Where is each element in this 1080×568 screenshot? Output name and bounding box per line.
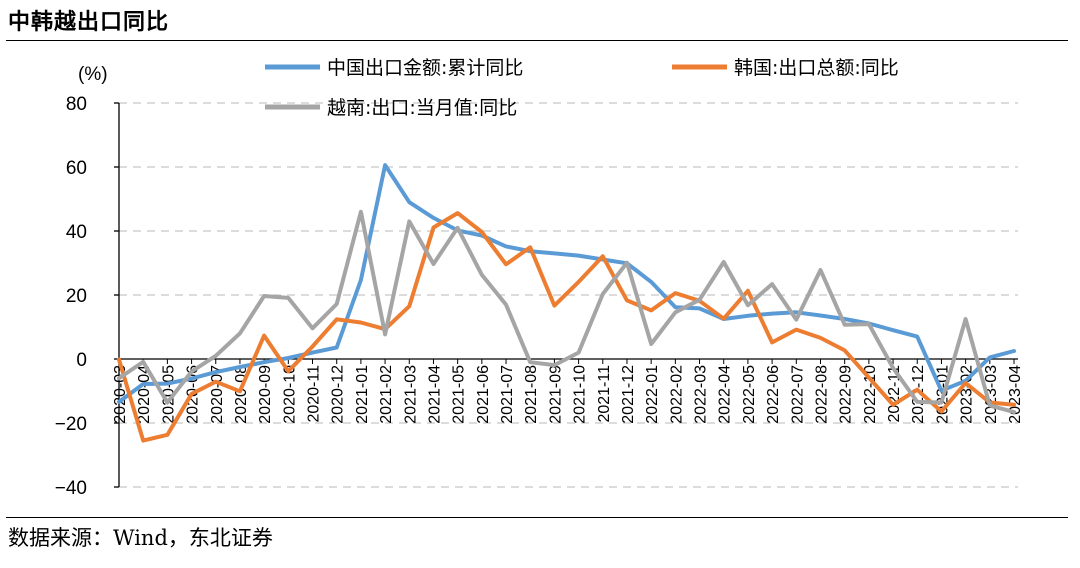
x-tick-label: 2022-09: [838, 365, 855, 424]
x-tick-label: 2021-05: [451, 365, 468, 424]
y-tick-label: 60: [66, 158, 87, 179]
x-tick-label: 2020-12: [330, 365, 347, 424]
x-tick-label: 2021-01: [354, 365, 371, 424]
y-tick-label: −40: [55, 478, 87, 499]
x-tick-label: 2022-11: [886, 365, 903, 423]
x-tick-label: 2023-04: [1007, 365, 1024, 424]
y-tick-label: −20: [55, 414, 87, 435]
x-tick-label: 2020-04: [136, 365, 153, 424]
x-tick-label: 2022-03: [693, 365, 710, 424]
series-line: [117, 211, 1016, 443]
y-tick-label: 0: [76, 350, 87, 371]
x-tick-label: 2021-11: [596, 365, 613, 423]
chart-title: 中韩越出口同比: [8, 9, 170, 35]
source-rule: [6, 517, 1068, 518]
y-unit-label: (%): [78, 64, 108, 85]
x-tick-label: 2020-09: [257, 365, 274, 424]
x-tick-label: 2022-07: [789, 365, 806, 424]
y-tick-label: 80: [66, 94, 87, 115]
x-tick-label: 2021-10: [572, 365, 589, 424]
source-note: 数据来源：Wind，东北证券: [8, 526, 273, 550]
y-tick-labels: 80 60 40 20 0 −20 −40: [55, 94, 87, 499]
x-tick-label: 2020-11: [306, 365, 323, 423]
x-tick-label: 2022-10: [862, 365, 879, 424]
grid-lines: [119, 102, 1018, 488]
x-tick-label: 2020-05: [160, 365, 177, 424]
x-tick-label: 2021-09: [547, 365, 564, 424]
x-tick-label: 2022-02: [668, 365, 685, 424]
y-tick-label: 20: [66, 286, 87, 307]
series-line: [117, 209, 1016, 415]
x-tick-label: 2022-08: [813, 365, 830, 424]
x-tick-label: 2021-02: [378, 365, 395, 424]
x-tick-label: 2020-07: [209, 365, 226, 424]
series-lines: [117, 163, 1016, 443]
x-tick-label: 2021-04: [426, 365, 443, 424]
series-line: [117, 163, 1016, 404]
x-tick-label: 2021-07: [499, 365, 516, 424]
x-tick-labels: 2020-03 2020-04 2020-05 2020-06 2020-07 2020-…: [112, 365, 1024, 424]
x-tick-label: 2021-06: [475, 365, 492, 424]
legend-label: 中国出口金额:累计同比: [327, 57, 523, 79]
x-tick-label: 2021-08: [523, 365, 540, 424]
legend-label: 越南:出口:当月值:同比: [327, 97, 517, 119]
x-tick-label: 2023-02: [959, 365, 976, 424]
title-rule: [6, 40, 1068, 41]
x-tick-label: 2021-03: [402, 365, 419, 424]
x-tick-label: 2022-05: [741, 365, 758, 424]
x-tick-label: 2022-12: [910, 365, 927, 424]
x-tick-label: 2022-04: [717, 365, 734, 424]
x-tick-label: 2021-12: [620, 365, 637, 424]
x-tick-label: 2022-01: [644, 365, 661, 424]
x-tick-label: 2020-10: [281, 365, 298, 424]
x-tick-label: 2022-06: [765, 365, 782, 424]
y-tick-label: 40: [66, 222, 87, 243]
legend-label: 韩国:出口总额:同比: [734, 57, 899, 79]
